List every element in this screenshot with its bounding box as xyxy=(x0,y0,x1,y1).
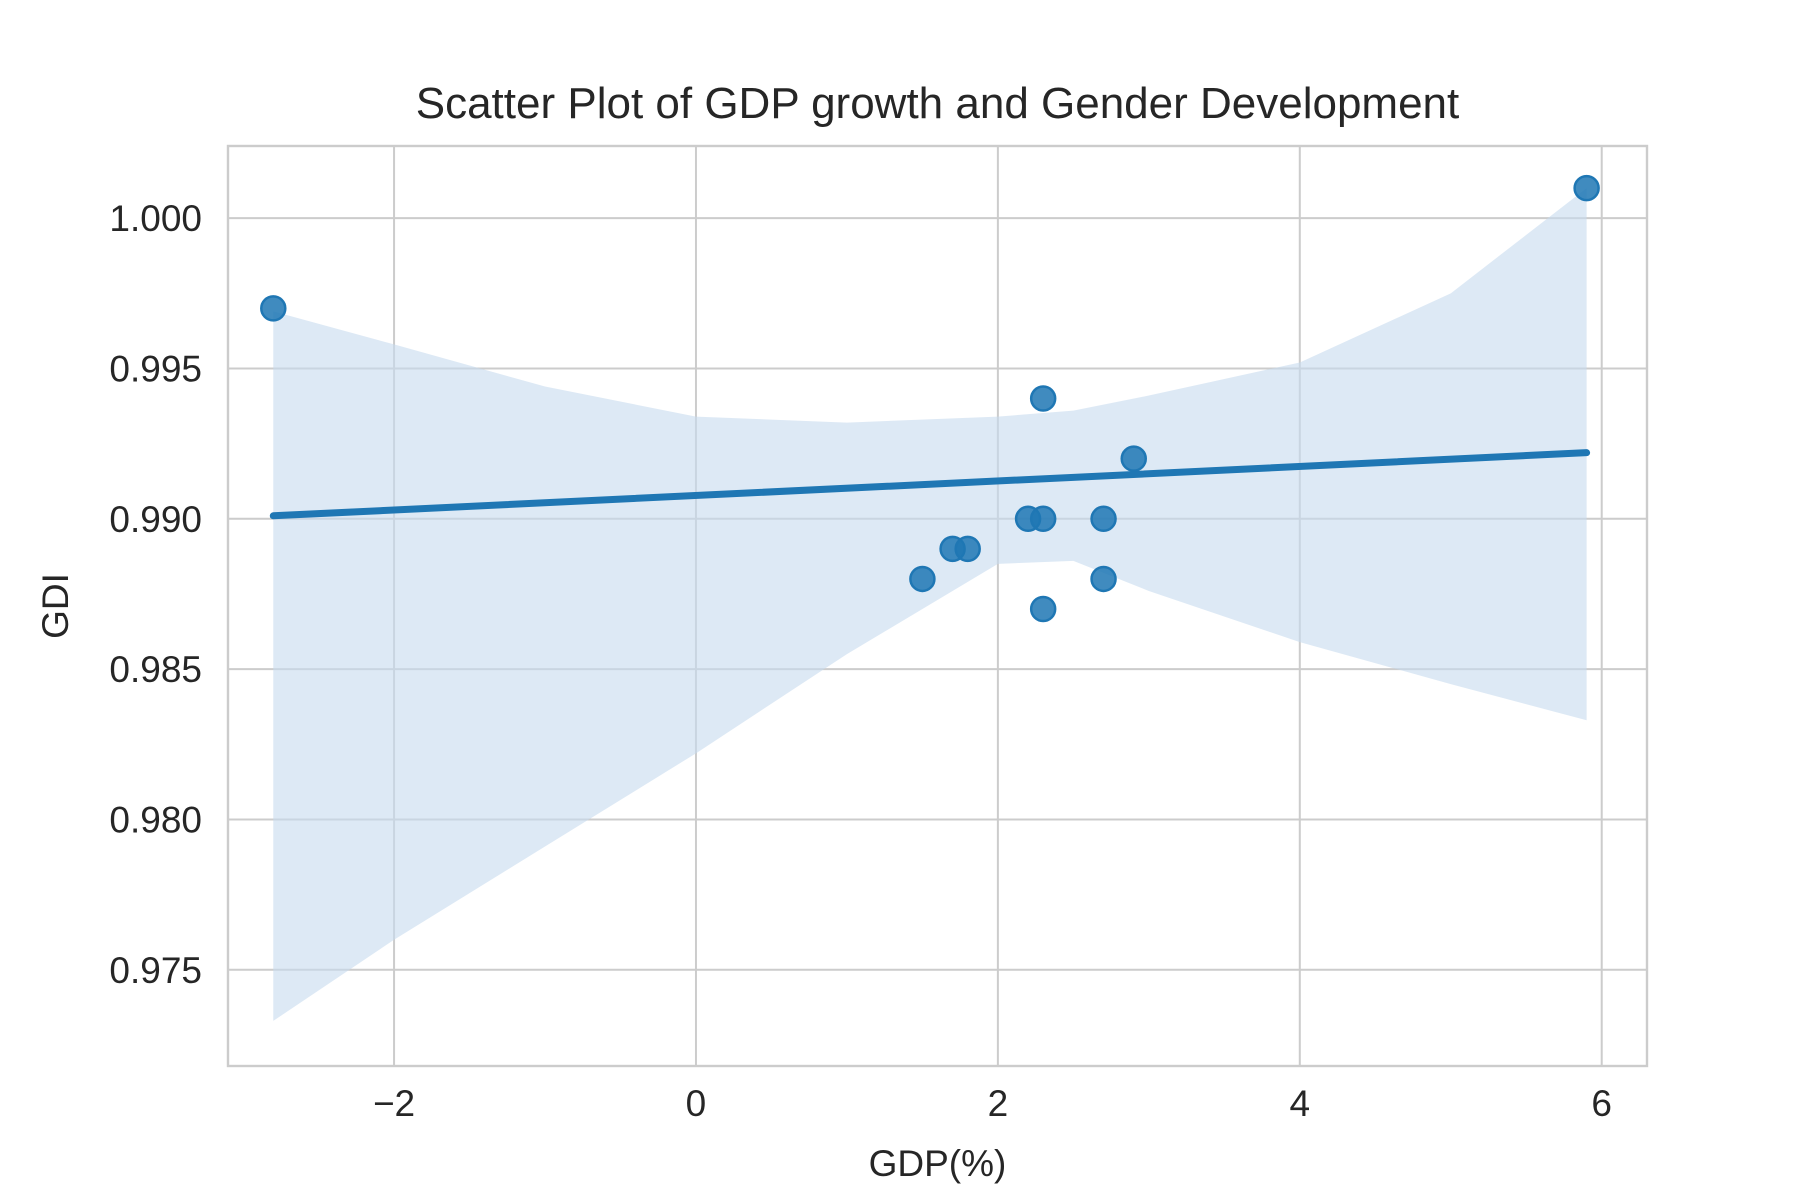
y-tick-label: 0.995 xyxy=(109,348,202,389)
data-point xyxy=(1029,505,1057,533)
x-axis-label: GDP(%) xyxy=(869,1143,1007,1184)
regression-line xyxy=(269,449,1591,520)
confidence-band xyxy=(273,188,1587,1021)
x-tick-label: 2 xyxy=(988,1083,1009,1124)
data-point xyxy=(1029,385,1057,412)
data-point xyxy=(954,535,981,563)
y-tick-label: 1.000 xyxy=(109,198,202,239)
y-tick-label: 0.990 xyxy=(109,499,202,540)
data-point xyxy=(909,565,936,593)
x-tick-label: −2 xyxy=(373,1083,415,1124)
x-tick-labels: −2 0 2 4 6 xyxy=(373,1083,1612,1124)
chart-title: Scatter Plot of GDP growth and Gender De… xyxy=(416,79,1460,128)
confidence-band-layer xyxy=(273,188,1587,1021)
y-axis-label: GDI xyxy=(35,573,76,639)
data-point xyxy=(1573,174,1600,202)
x-tick-label: 4 xyxy=(1290,1083,1311,1124)
x-tick-label: 0 xyxy=(686,1083,707,1124)
data-point xyxy=(260,295,287,322)
data-point xyxy=(1090,505,1117,533)
points-layer xyxy=(260,174,1600,623)
data-point xyxy=(1090,565,1117,593)
data-point xyxy=(1029,595,1057,623)
plot-frame xyxy=(226,144,1649,1068)
y-tick-label: 0.985 xyxy=(109,649,202,690)
y-tick-label: 0.980 xyxy=(109,799,202,840)
regression-line-layer xyxy=(269,449,1591,520)
x-tick-label: 6 xyxy=(1591,1083,1612,1124)
y-tick-label: 0.975 xyxy=(109,950,202,991)
y-tick-labels: 0.975 0.980 0.985 0.990 0.995 1.000 xyxy=(109,198,202,991)
data-point xyxy=(1120,445,1147,472)
